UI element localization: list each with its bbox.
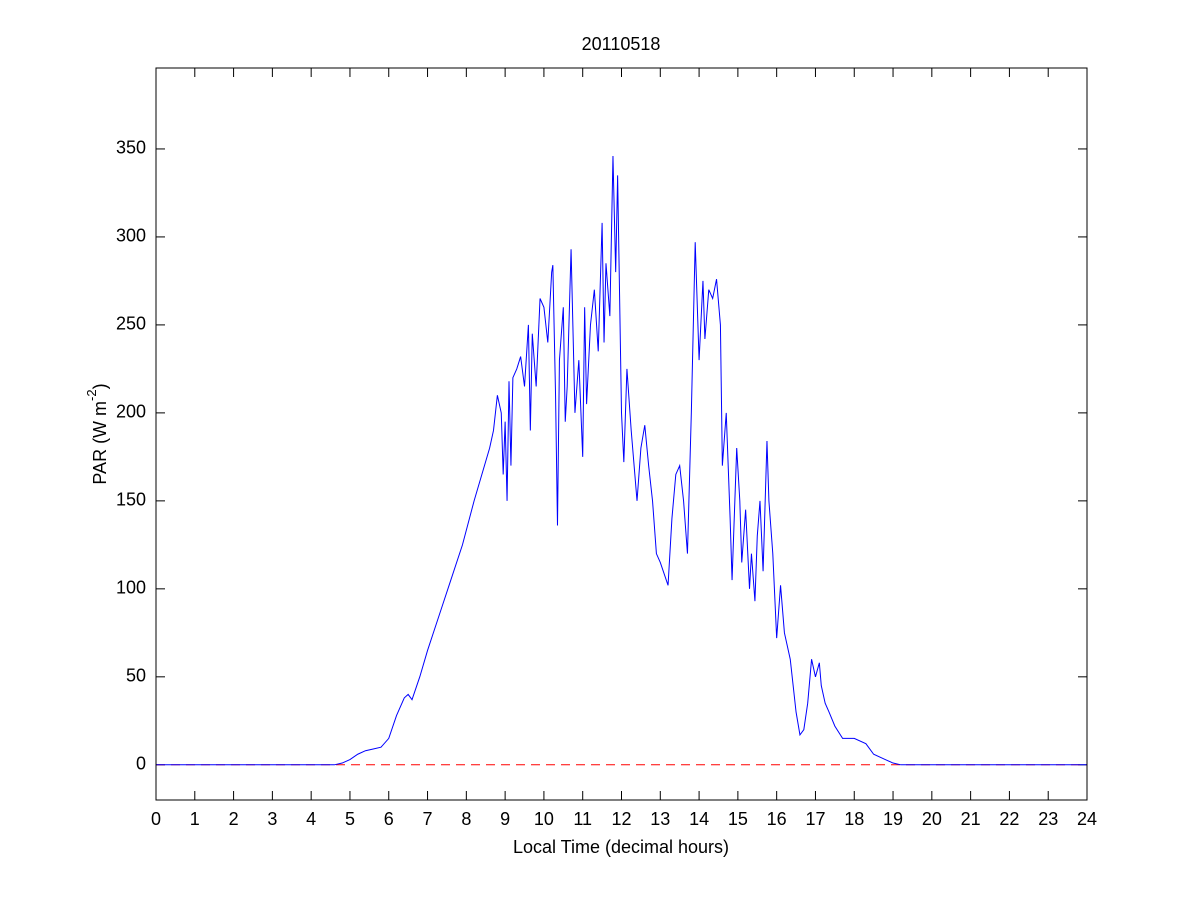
- x-tick-label: 0: [151, 809, 161, 829]
- x-tick-label: 2: [229, 809, 239, 829]
- x-tick-label: 5: [345, 809, 355, 829]
- y-tick-label: 300: [116, 226, 146, 246]
- x-tick-label: 14: [689, 809, 709, 829]
- x-tick-label: 8: [461, 809, 471, 829]
- y-tick-label: 100: [116, 578, 146, 598]
- x-tick-label: 6: [384, 809, 394, 829]
- x-tick-label: 18: [844, 809, 864, 829]
- chart-title: 20110518: [582, 34, 661, 54]
- x-tick-label: 19: [883, 809, 903, 829]
- plot-frame: [155, 67, 1088, 801]
- x-tick-label: 15: [728, 809, 748, 829]
- x-tick-label: 13: [650, 809, 670, 829]
- x-tick-label: 20: [922, 809, 942, 829]
- data-line: [156, 155, 1087, 766]
- y-axis-label-superscript: -2: [84, 389, 99, 401]
- y-tick-label: 0: [136, 754, 146, 774]
- y-tick-label: 50: [126, 666, 146, 686]
- y-tick-label: 150: [116, 490, 146, 510]
- x-tick-label: 11: [573, 809, 592, 829]
- x-tick-label: 7: [423, 809, 433, 829]
- x-tick-label: 4: [306, 809, 316, 829]
- x-tick-label: 21: [961, 809, 981, 829]
- y-axis-label: PAR (W m-2): [84, 383, 109, 484]
- x-tick-label: 9: [500, 809, 510, 829]
- x-tick-label: 17: [805, 809, 825, 829]
- x-tick-label: 23: [1038, 809, 1058, 829]
- x-tick-label: 10: [534, 809, 554, 829]
- y-tick-label: 200: [116, 402, 146, 422]
- x-tick-label: 24: [1077, 809, 1097, 829]
- y-tick-label: 350: [116, 138, 146, 158]
- x-tick-label: 3: [267, 809, 277, 829]
- y-tick-label: 250: [116, 314, 146, 334]
- x-tick-label: 16: [767, 809, 787, 829]
- y-axis-label-suffix: ): [90, 383, 110, 389]
- x-axis-label: Local Time (decimal hours): [513, 837, 729, 857]
- y-axis-label-text: PAR (W m: [90, 401, 110, 485]
- x-tick-label: 22: [999, 809, 1019, 829]
- x-tick-label: 12: [611, 809, 631, 829]
- x-tick-label: 1: [190, 809, 200, 829]
